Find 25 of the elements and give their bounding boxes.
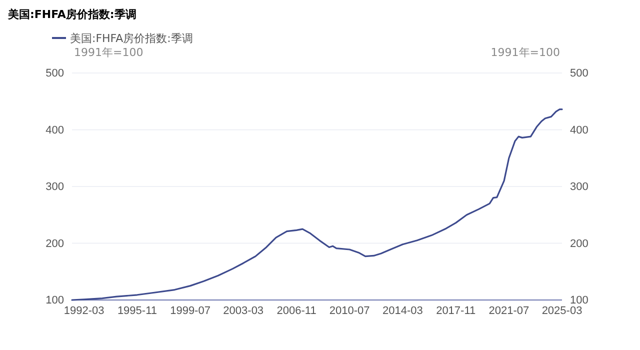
legend-label: 美国:FHFA房价指数:季调 bbox=[70, 32, 193, 45]
y-tick-label: 400 bbox=[46, 124, 64, 136]
x-tick-label: 2025-03 bbox=[542, 304, 582, 317]
x-tick-label: 2003-03 bbox=[223, 304, 264, 317]
x-tick-label: 2014-03 bbox=[382, 304, 423, 317]
line-series bbox=[71, 108, 563, 301]
y2-tick-label: 300 bbox=[570, 181, 588, 194]
y-axis-title: 1991年=100 bbox=[74, 46, 144, 59]
x-tick-label: 1992-03 bbox=[64, 304, 104, 317]
y2-tick-label: 200 bbox=[570, 238, 588, 250]
y2-tick-label: 400 bbox=[570, 124, 588, 136]
y2-tick-label: 500 bbox=[570, 68, 588, 80]
x-tick-label: 2006-11 bbox=[276, 304, 316, 317]
y-tick-label: 300 bbox=[46, 181, 64, 194]
x-tick-label: 1999-07 bbox=[170, 304, 210, 317]
x-tick-label: 2010-07 bbox=[329, 304, 370, 317]
x-tick-label: 2021-07 bbox=[488, 304, 530, 317]
y-tick-label: 500 bbox=[46, 68, 64, 80]
y2-axis-title: 1991年=100 bbox=[490, 46, 560, 59]
x-tick-label: 1995-11 bbox=[117, 304, 158, 317]
y-tick-label: 200 bbox=[46, 238, 64, 250]
x-tick-label: 2017-11 bbox=[436, 304, 476, 317]
y2-tick-label: 100 bbox=[570, 294, 588, 307]
y-tick-label: 100 bbox=[46, 294, 64, 307]
chart-title: 美国:FHFA房价指数:季调 bbox=[7, 8, 136, 21]
